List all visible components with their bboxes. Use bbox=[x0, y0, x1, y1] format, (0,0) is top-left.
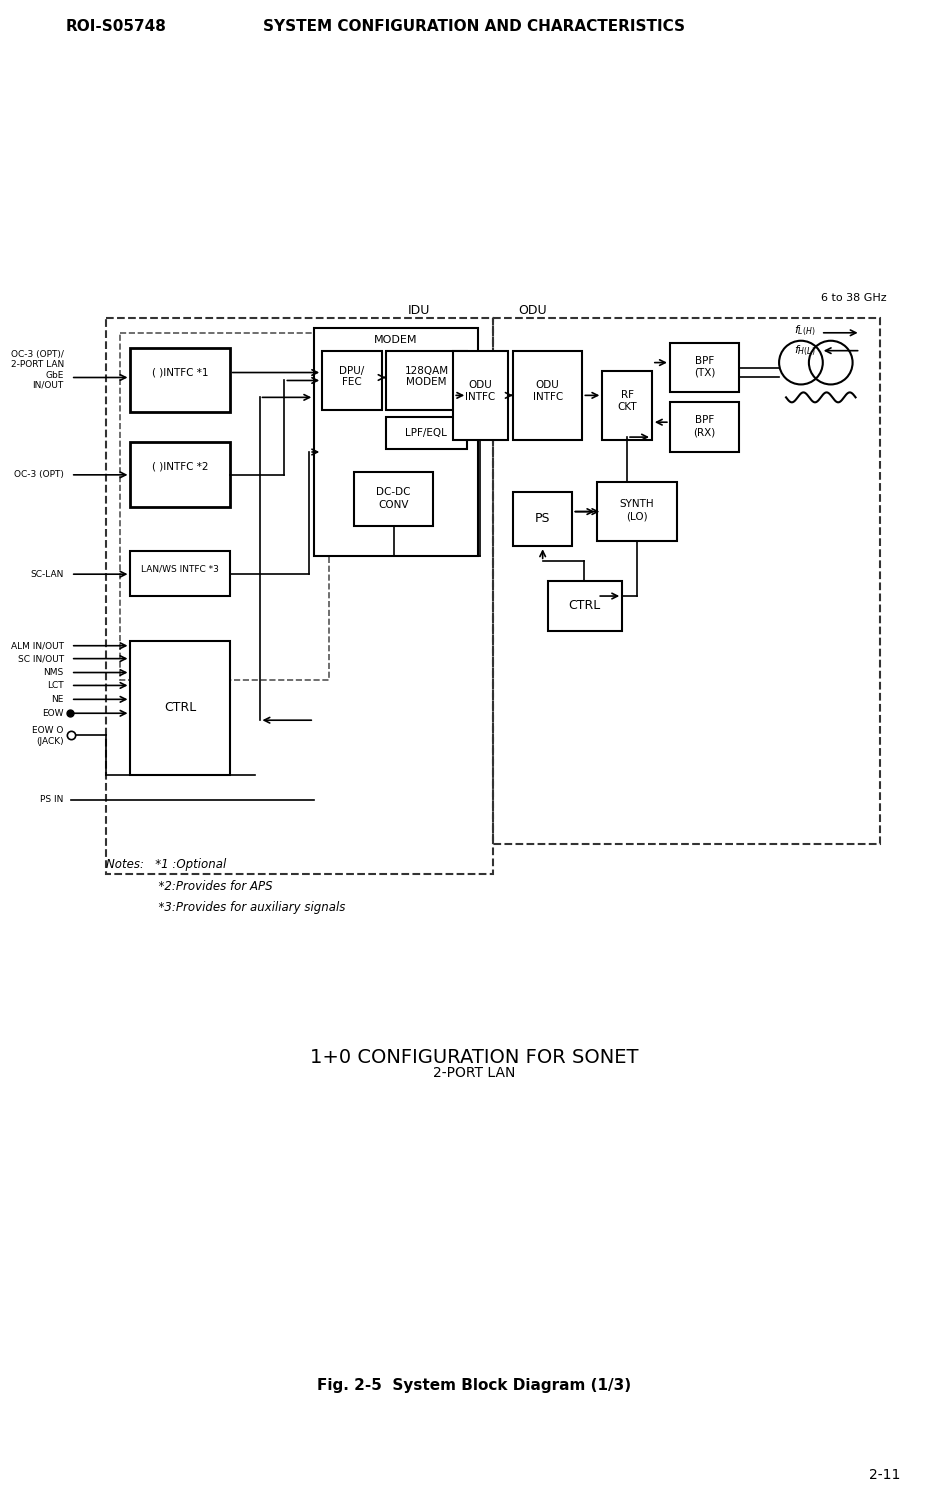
FancyBboxPatch shape bbox=[130, 347, 230, 412]
Text: PS: PS bbox=[535, 513, 550, 525]
FancyBboxPatch shape bbox=[130, 640, 230, 776]
FancyBboxPatch shape bbox=[602, 371, 652, 440]
Text: GbE: GbE bbox=[45, 371, 64, 380]
Text: IDU: IDU bbox=[407, 305, 430, 317]
Text: ODU: ODU bbox=[518, 305, 547, 317]
Text: RF: RF bbox=[621, 391, 634, 400]
Text: SC IN/OUT: SC IN/OUT bbox=[18, 654, 64, 663]
Text: (RX): (RX) bbox=[693, 427, 716, 437]
Text: EOW O: EOW O bbox=[32, 726, 64, 735]
Text: CTRL: CTRL bbox=[568, 600, 600, 612]
Text: DC-DC: DC-DC bbox=[377, 487, 411, 496]
Text: ROI-S05748: ROI-S05748 bbox=[66, 20, 167, 35]
FancyBboxPatch shape bbox=[130, 552, 230, 597]
Text: OC-3 (OPT): OC-3 (OPT) bbox=[14, 470, 64, 479]
Text: INTFC: INTFC bbox=[532, 392, 562, 403]
Text: 6 to 38 GHz: 6 to 38 GHz bbox=[820, 293, 886, 304]
Text: INTFC: INTFC bbox=[465, 392, 495, 403]
FancyBboxPatch shape bbox=[354, 472, 433, 526]
Text: IN/OUT: IN/OUT bbox=[33, 380, 64, 389]
FancyBboxPatch shape bbox=[512, 491, 573, 547]
FancyBboxPatch shape bbox=[670, 343, 739, 392]
Text: ODU: ODU bbox=[468, 380, 492, 391]
Text: ALM IN/OUT: ALM IN/OUT bbox=[11, 642, 64, 651]
Text: (LO): (LO) bbox=[626, 511, 648, 522]
Text: LCT: LCT bbox=[47, 681, 64, 690]
Text: 2-PORT LAN: 2-PORT LAN bbox=[10, 361, 64, 370]
Text: Fig. 2-5  System Block Diagram (1/3): Fig. 2-5 System Block Diagram (1/3) bbox=[317, 1378, 631, 1393]
Text: DPU/: DPU/ bbox=[339, 365, 365, 376]
Text: (TX): (TX) bbox=[694, 368, 715, 377]
Text: ODU: ODU bbox=[536, 380, 560, 391]
Text: 128QAM: 128QAM bbox=[404, 365, 448, 376]
Text: MODEM: MODEM bbox=[374, 335, 417, 344]
Text: NE: NE bbox=[52, 694, 64, 703]
Text: *3:Provides for auxiliary signals: *3:Provides for auxiliary signals bbox=[106, 902, 345, 914]
Text: FEC: FEC bbox=[342, 377, 362, 388]
Text: $f_{H(L)}$: $f_{H(L)}$ bbox=[794, 344, 816, 358]
Text: *2:Provides for APS: *2:Provides for APS bbox=[106, 879, 272, 893]
FancyBboxPatch shape bbox=[670, 403, 739, 452]
FancyBboxPatch shape bbox=[315, 328, 479, 556]
Text: ( )INTFC *2: ( )INTFC *2 bbox=[152, 461, 208, 472]
Text: Notes:   *1 :Optional: Notes: *1 :Optional bbox=[106, 858, 226, 870]
FancyBboxPatch shape bbox=[322, 350, 382, 410]
FancyBboxPatch shape bbox=[130, 442, 230, 507]
Text: CTRL: CTRL bbox=[164, 700, 196, 714]
Text: (JACK): (JACK) bbox=[36, 736, 64, 745]
Text: NMS: NMS bbox=[43, 667, 64, 676]
FancyBboxPatch shape bbox=[597, 482, 676, 541]
Text: LPF/EQL: LPF/EQL bbox=[405, 428, 447, 437]
Text: OC-3 (OPT)/: OC-3 (OPT)/ bbox=[11, 350, 64, 359]
Text: EOW: EOW bbox=[42, 709, 64, 718]
Text: 2-11: 2-11 bbox=[869, 1468, 901, 1482]
Text: 2-PORT LAN: 2-PORT LAN bbox=[433, 1066, 515, 1079]
Text: $f_{L(H)}$: $f_{L(H)}$ bbox=[794, 323, 816, 338]
Text: PS IN: PS IN bbox=[41, 795, 64, 804]
Text: SYSTEM CONFIGURATION AND CHARACTERISTICS: SYSTEM CONFIGURATION AND CHARACTERISTICS bbox=[263, 20, 685, 35]
Text: CKT: CKT bbox=[617, 403, 637, 412]
Text: MODEM: MODEM bbox=[406, 377, 447, 388]
FancyBboxPatch shape bbox=[547, 582, 622, 631]
Text: BPF: BPF bbox=[695, 415, 714, 425]
FancyBboxPatch shape bbox=[385, 418, 467, 449]
Text: LAN/WS INTFC *3: LAN/WS INTFC *3 bbox=[141, 565, 219, 574]
Text: SC-LAN: SC-LAN bbox=[30, 570, 64, 579]
Text: BPF: BPF bbox=[695, 356, 714, 365]
Text: CONV: CONV bbox=[379, 499, 409, 510]
Text: ( )INTFC *1: ( )INTFC *1 bbox=[152, 368, 208, 377]
Text: 1+0 CONFIGURATION FOR SONET: 1+0 CONFIGURATION FOR SONET bbox=[310, 1049, 639, 1067]
Text: SYNTH: SYNTH bbox=[620, 499, 655, 508]
FancyBboxPatch shape bbox=[453, 350, 508, 440]
FancyBboxPatch shape bbox=[385, 350, 467, 410]
FancyBboxPatch shape bbox=[512, 350, 582, 440]
